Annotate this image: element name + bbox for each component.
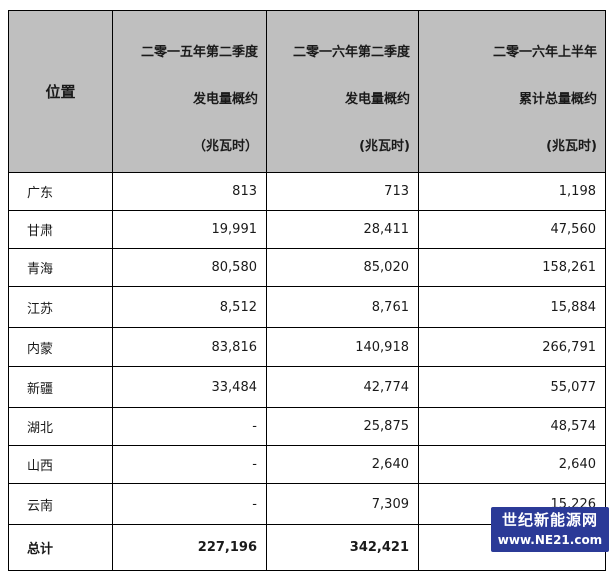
table-row: 新疆 33,484 42,774 55,077: [8, 366, 606, 408]
total-label: 总计: [8, 524, 113, 571]
ne21-watermark-logo: 世纪新能源网 www.NE21.com: [491, 507, 609, 552]
region-cell: 甘肃: [8, 210, 113, 249]
region-cell: 湖北: [8, 407, 113, 446]
watermark-url: www.NE21.com: [497, 533, 603, 547]
q2-2015-cell: -: [112, 407, 267, 446]
header-q2-2015-line2: 发电量概约: [192, 92, 258, 107]
q2-2016-cell: 713: [266, 172, 419, 211]
q2-2015-cell: 83,816: [112, 327, 267, 367]
q2-2016-cell: 85,020: [266, 248, 419, 287]
q2-2015-cell: 80,580: [112, 248, 267, 287]
header-row: 位置 二零一五年第二季度 发电量概约 （兆瓦时） 二零一六年第二季度 发电量概约…: [8, 10, 606, 173]
q2-2016-cell: 8,761: [266, 286, 419, 328]
generation-table: 位置 二零一五年第二季度 发电量概约 （兆瓦时） 二零一六年第二季度 发电量概约…: [8, 10, 606, 571]
q2-2016-cell: 42,774: [266, 366, 419, 408]
header-q2-2016-line2: 发电量概约: [344, 92, 410, 107]
header-h1-2016-line3: (兆瓦时): [546, 139, 597, 154]
watermark-site-name: 世纪新能源网: [501, 511, 598, 529]
h1-2016-cell: 2,640: [418, 445, 606, 484]
table-row: 江苏 8,512 8,761 15,884: [8, 286, 606, 328]
q2-2016-cell: 140,918: [266, 327, 419, 367]
region-cell: 江苏: [8, 286, 113, 328]
h1-2016-cell: 55,077: [418, 366, 606, 408]
h1-2016-cell: 1,198: [418, 172, 606, 211]
region-cell: 云南: [8, 483, 113, 525]
region-cell: 山西: [8, 445, 113, 484]
q2-2015-cell: -: [112, 445, 267, 484]
q2-2016-cell: 28,411: [266, 210, 419, 249]
region-cell: 广东: [8, 172, 113, 211]
region-cell: 新疆: [8, 366, 113, 408]
h1-2016-cell: 48,574: [418, 407, 606, 446]
q2-2015-cell: 813: [112, 172, 267, 211]
q2-2015-cell: -: [112, 483, 267, 525]
table-row: 湖北 - 25,875 48,574: [8, 407, 606, 446]
q2-2016-cell: 2,640: [266, 445, 419, 484]
h1-2016-cell: 15,884: [418, 286, 606, 328]
header-q2-2016: 二零一六年第二季度 发电量概约 (兆瓦时): [266, 10, 419, 173]
header-h1-2016: 二零一六年上半年 累计总量概约 (兆瓦时): [418, 10, 606, 173]
table-row: 山西 - 2,640 2,640: [8, 445, 606, 484]
table-row: 青海 80,580 85,020 158,261: [8, 248, 606, 287]
header-position: 位置: [8, 10, 113, 173]
region-cell: 内蒙: [8, 327, 113, 367]
header-q2-2015-line1: 二零一五年第二季度: [140, 45, 258, 60]
header-h1-2016-line2: 累计总量概约: [518, 92, 597, 107]
h1-2016-cell: 266,791: [418, 327, 606, 367]
q2-2015-cell: 33,484: [112, 366, 267, 408]
q2-2016-cell: 7,309: [266, 483, 419, 525]
table-row: 甘肃 19,991 28,411 47,560: [8, 210, 606, 249]
header-q2-2015: 二零一五年第二季度 发电量概约 （兆瓦时）: [112, 10, 267, 173]
h1-2016-cell: 47,560: [418, 210, 606, 249]
region-cell: 青海: [8, 248, 113, 287]
total-q2-2016: 342,421: [266, 524, 419, 571]
q2-2015-cell: 8,512: [112, 286, 267, 328]
header-q2-2015-line3: （兆瓦时）: [192, 139, 258, 154]
table-row: 内蒙 83,816 140,918 266,791: [8, 327, 606, 367]
header-h1-2016-line1: 二零一六年上半年: [492, 45, 597, 60]
table-row: 广东 813 713 1,198: [8, 172, 606, 211]
q2-2015-cell: 19,991: [112, 210, 267, 249]
q2-2016-cell: 25,875: [266, 407, 419, 446]
h1-2016-cell: 158,261: [418, 248, 606, 287]
header-q2-2016-line1: 二零一六年第二季度: [292, 45, 410, 60]
total-q2-2015: 227,196: [112, 524, 267, 571]
header-q2-2016-line3: (兆瓦时): [359, 139, 410, 154]
